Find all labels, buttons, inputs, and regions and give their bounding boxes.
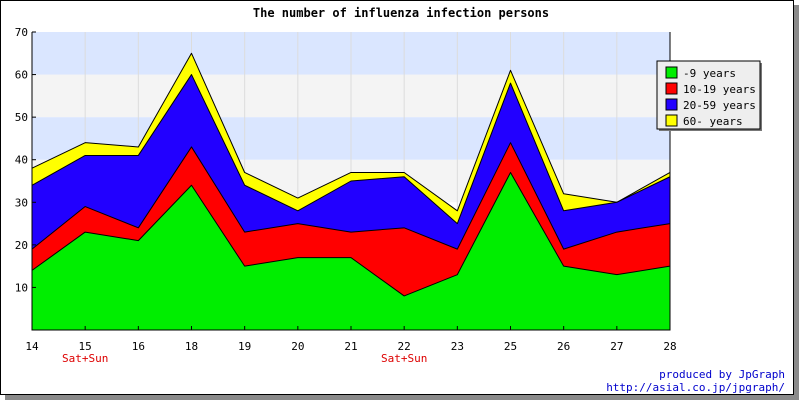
legend-label: 20-59 years (683, 99, 756, 112)
y-tick-label: 60 (15, 69, 28, 82)
y-tick-label: 30 (15, 196, 28, 209)
x-tick-label: 25 (504, 340, 517, 353)
x-tick-label: 18 (185, 340, 198, 353)
axes: 10 20 30 40 50 60 70 14 15 16 18 19 20 21 22 23 25 26 27 28… (15, 26, 677, 365)
area--9-years (31, 171, 671, 331)
y-tick-label: 20 (15, 239, 28, 252)
legend-swatch (665, 66, 678, 79)
x-tick-label: 28 (663, 340, 676, 353)
legend-label: -9 years (683, 67, 736, 80)
legend-swatch (665, 98, 678, 111)
x-tick-label: 27 (610, 340, 623, 353)
x-tick-label: 22 (398, 340, 411, 353)
weekend-note: Sat+Sun (381, 352, 427, 365)
x-tick-label: 26 (557, 340, 570, 353)
legend-swatch (665, 114, 678, 127)
x-tick-label: 14 (25, 340, 39, 353)
legend-label: 10-19 years (683, 83, 756, 96)
weekend-note: Sat+Sun (62, 352, 108, 365)
y-tick-label: 50 (15, 111, 28, 124)
y-tick-label: 40 (15, 154, 28, 167)
area-chart: The number of influenza infection person… (15, 6, 762, 365)
legend: -9 years 10-19 years 20-59 years 60- years (656, 60, 762, 131)
x-tick-label: 23 (451, 340, 464, 353)
stacked-areas (31, 52, 671, 331)
y-tick-label: 70 (15, 26, 28, 39)
footer-url[interactable]: http://asial.co.jp/jpgraph/ (606, 381, 785, 394)
legend-label: 60- years (683, 115, 743, 128)
footer-credit: produced by JpGraph (659, 368, 785, 381)
x-tick-label: 16 (132, 340, 145, 353)
legend-swatch (665, 82, 678, 95)
x-tick-label: 21 (344, 340, 357, 353)
x-tick-label: 15 (79, 340, 92, 353)
x-tick-label: 20 (291, 340, 304, 353)
chart-title: The number of influenza infection person… (253, 6, 549, 20)
x-tick-label: 19 (238, 340, 251, 353)
y-tick-label: 10 (15, 281, 28, 294)
